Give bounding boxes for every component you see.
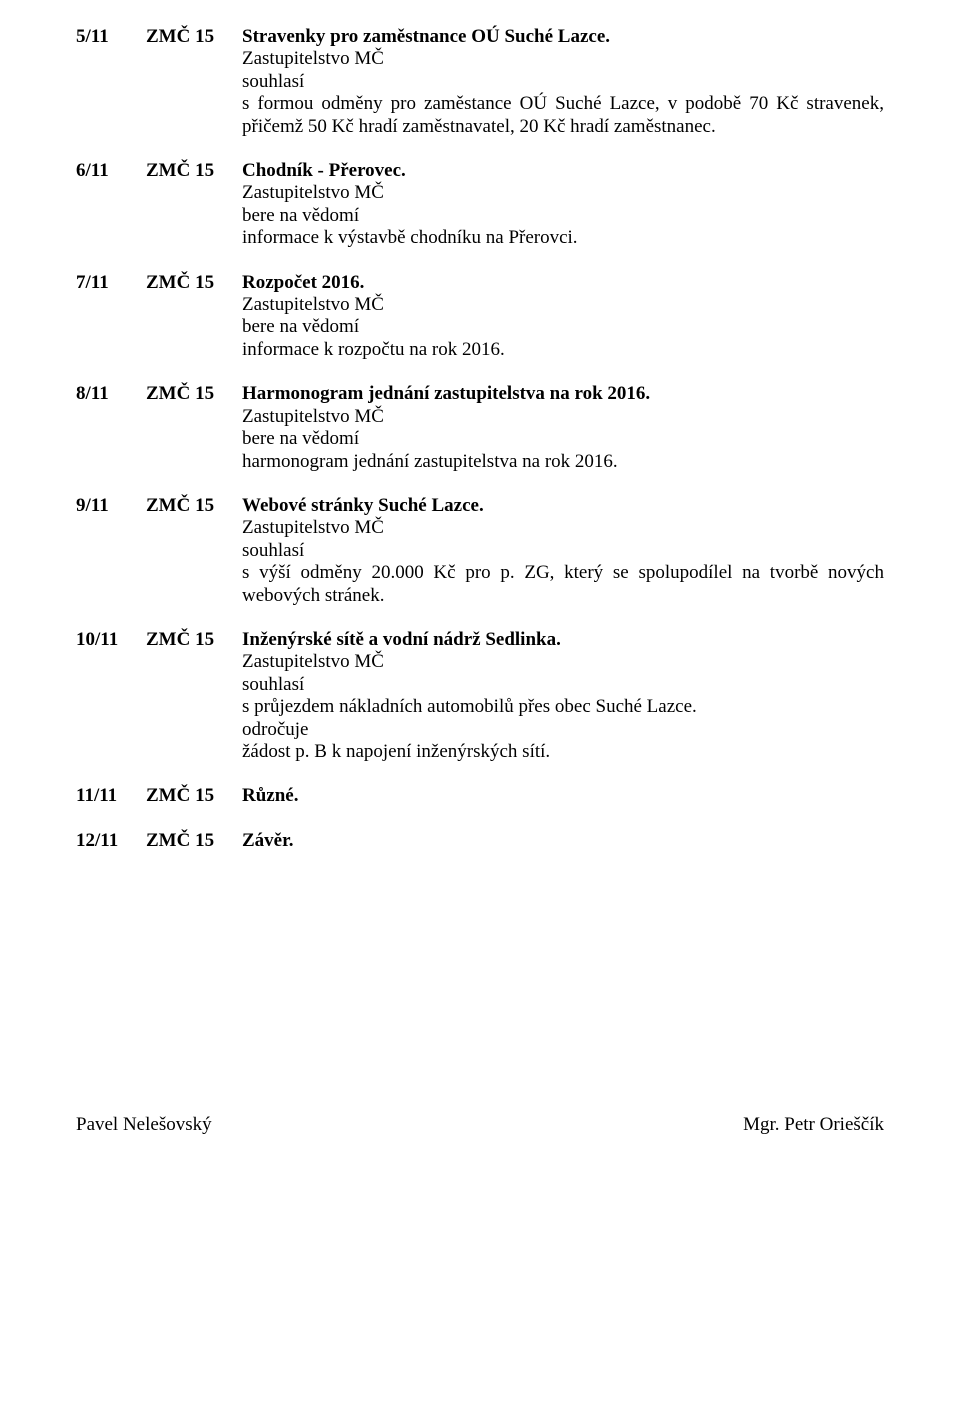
agenda-item: 6/11ZMČ 15Chodník - Přerovec.Zastupitels…: [76, 160, 884, 250]
item-heading: Rozpočet 2016.: [242, 272, 884, 294]
item-label: ZMČ 15: [146, 785, 242, 807]
item-number: 10/11: [76, 629, 146, 763]
items-list: 5/11ZMČ 15Stravenky pro zaměstnance OÚ S…: [76, 26, 884, 852]
item-body-line: informace k výstavbě chodníku na Přerovc…: [242, 227, 884, 249]
item-label: ZMČ 15: [146, 383, 242, 473]
item-body-line: Zastupitelstvo MČ: [242, 294, 884, 316]
item-number: 9/11: [76, 495, 146, 607]
item-heading: Webové stránky Suché Lazce.: [242, 495, 884, 517]
item-number: 7/11: [76, 272, 146, 362]
item-content: Webové stránky Suché Lazce.Zastupitelstv…: [242, 495, 884, 607]
item-body-line: Zastupitelstvo MČ: [242, 651, 884, 673]
item-body-line: harmonogram jednání zastupitelstva na ro…: [242, 451, 884, 473]
footer: Pavel Nelešovský Mgr. Petr Orieščík: [76, 1114, 884, 1136]
item-body-line: odročuje: [242, 719, 884, 741]
item-content: Závěr.: [242, 830, 884, 852]
item-body-line: souhlasí: [242, 674, 884, 696]
item-content: Stravenky pro zaměstnance OÚ Suché Lazce…: [242, 26, 884, 138]
item-number: 5/11: [76, 26, 146, 138]
agenda-item: 9/11ZMČ 15Webové stránky Suché Lazce.Zas…: [76, 495, 884, 607]
item-heading: Harmonogram jednání zastupitelstva na ro…: [242, 383, 884, 405]
item-heading: Chodník - Přerovec.: [242, 160, 884, 182]
item-number: 11/11: [76, 785, 146, 807]
item-number: 12/11: [76, 830, 146, 852]
agenda-item: 8/11ZMČ 15Harmonogram jednání zastupitel…: [76, 383, 884, 473]
item-content: Harmonogram jednání zastupitelstva na ro…: [242, 383, 884, 473]
item-body-line: souhlasí: [242, 540, 884, 562]
footer-right: Mgr. Petr Orieščík: [743, 1114, 884, 1136]
agenda-item: 5/11ZMČ 15Stravenky pro zaměstnance OÚ S…: [76, 26, 884, 138]
item-body-line: s průjezdem nákladních automobilů přes o…: [242, 696, 884, 718]
item-content: Inženýrské sítě a vodní nádrž Sedlinka.Z…: [242, 629, 884, 763]
agenda-item: 11/11ZMČ 15Různé.: [76, 785, 884, 807]
item-body-line: bere na vědomí: [242, 316, 884, 338]
item-body-line: Zastupitelstvo MČ: [242, 182, 884, 204]
item-heading: Stravenky pro zaměstnance OÚ Suché Lazce…: [242, 26, 884, 48]
item-body-line: s formou odměny pro zaměstance OÚ Suché …: [242, 93, 884, 138]
item-heading: Závěr.: [242, 830, 884, 852]
item-label: ZMČ 15: [146, 495, 242, 607]
footer-left: Pavel Nelešovský: [76, 1114, 212, 1136]
item-label: ZMČ 15: [146, 830, 242, 852]
item-content: Chodník - Přerovec.Zastupitelstvo MČbere…: [242, 160, 884, 250]
item-label: ZMČ 15: [146, 629, 242, 763]
item-body-line: informace k rozpočtu na rok 2016.: [242, 339, 884, 361]
agenda-item: 10/11ZMČ 15Inženýrské sítě a vodní nádrž…: [76, 629, 884, 763]
item-body-line: Zastupitelstvo MČ: [242, 406, 884, 428]
item-body-line: souhlasí: [242, 71, 884, 93]
item-number: 6/11: [76, 160, 146, 250]
document-page: 5/11ZMČ 15Stravenky pro zaměstnance OÚ S…: [0, 0, 960, 1177]
item-body-line: Zastupitelstvo MČ: [242, 517, 884, 539]
agenda-item: 12/11ZMČ 15Závěr.: [76, 830, 884, 852]
item-label: ZMČ 15: [146, 272, 242, 362]
item-body-line: bere na vědomí: [242, 205, 884, 227]
item-body-line: s výší odměny 20.000 Kč pro p. ZG, který…: [242, 562, 884, 607]
item-body-line: Zastupitelstvo MČ: [242, 48, 884, 70]
item-label: ZMČ 15: [146, 26, 242, 138]
item-heading: Různé.: [242, 785, 884, 807]
item-content: Různé.: [242, 785, 884, 807]
item-body-line: bere na vědomí: [242, 428, 884, 450]
item-content: Rozpočet 2016.Zastupitelstvo MČbere na v…: [242, 272, 884, 362]
item-heading: Inženýrské sítě a vodní nádrž Sedlinka.: [242, 629, 884, 651]
item-label: ZMČ 15: [146, 160, 242, 250]
item-number: 8/11: [76, 383, 146, 473]
agenda-item: 7/11ZMČ 15Rozpočet 2016.Zastupitelstvo M…: [76, 272, 884, 362]
item-body-line: žádost p. B k napojení inženýrských sítí…: [242, 741, 884, 763]
